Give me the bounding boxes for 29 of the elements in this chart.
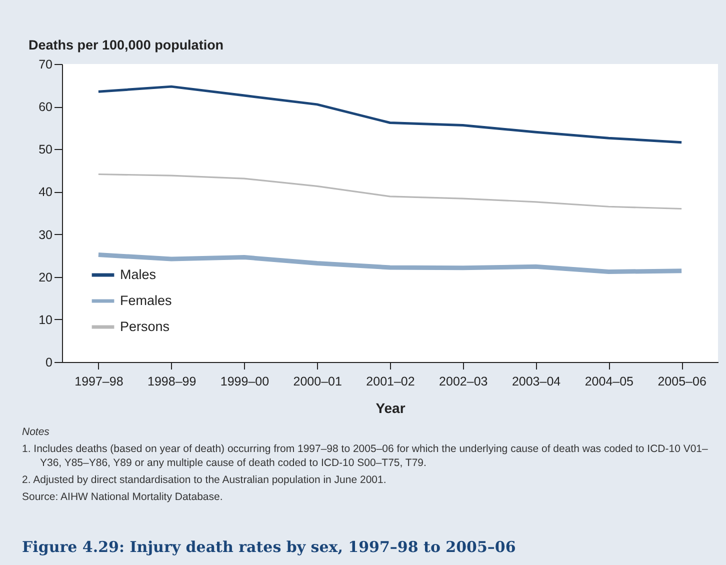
- text: Notes: [22, 425, 50, 439]
- line-series: [97, 85, 683, 144]
- legend-label: Persons: [120, 319, 170, 334]
- x-tick-label: 2002–03: [439, 374, 488, 388]
- x-tick-label: 2001–02: [366, 374, 415, 388]
- legend-label: Males: [120, 267, 156, 282]
- y-tick-label: 10: [38, 312, 53, 327]
- y-tick-label: 60: [38, 100, 53, 114]
- x-axis-title: Year: [376, 400, 406, 416]
- x-tick-label: 1999–00: [220, 374, 270, 388]
- x-tick-label: 2004–05: [584, 374, 634, 388]
- legend-label: Females: [120, 293, 172, 308]
- source-note: Source: AIHW National Mortality Database.: [22, 490, 224, 504]
- y-tick-label: 30: [38, 228, 53, 242]
- y-tick-label: 40: [38, 185, 53, 200]
- y-tick-label: 70: [38, 58, 53, 72]
- y-tick-label: 50: [38, 142, 53, 157]
- y-axis-title: Deaths per 100,000 population: [28, 38, 224, 52]
- x-tick-label: 1998–99: [147, 374, 196, 388]
- text: 2. Adjusted by direct standardisation to the Australian population in June 2001.: [22, 473, 388, 487]
- y-tick-label: 20: [38, 270, 53, 284]
- x-tick-label: 2000–01: [293, 374, 342, 388]
- y-tick-label: 0: [46, 356, 53, 370]
- text: 1. Includes deaths (based on year of death) occurring from 1997–98 to 2005–06 for which the underlying cause of death was coded to ICD-10 V01–Y36, Y85–Y86, Y89 or any multiple cause of death coded to ICD-10 S00–T75, T79.: [22, 442, 709, 470]
- x-tick-label: 1997–98: [74, 374, 124, 388]
- line-series: [98, 173, 682, 210]
- x-tick-label: 2003–04: [512, 374, 561, 388]
- text: Figure 4.29: Injury death rates by sex, 1997–98 to 2005–06: [22, 538, 516, 556]
- x-tick-label: 2005–06: [658, 374, 706, 388]
